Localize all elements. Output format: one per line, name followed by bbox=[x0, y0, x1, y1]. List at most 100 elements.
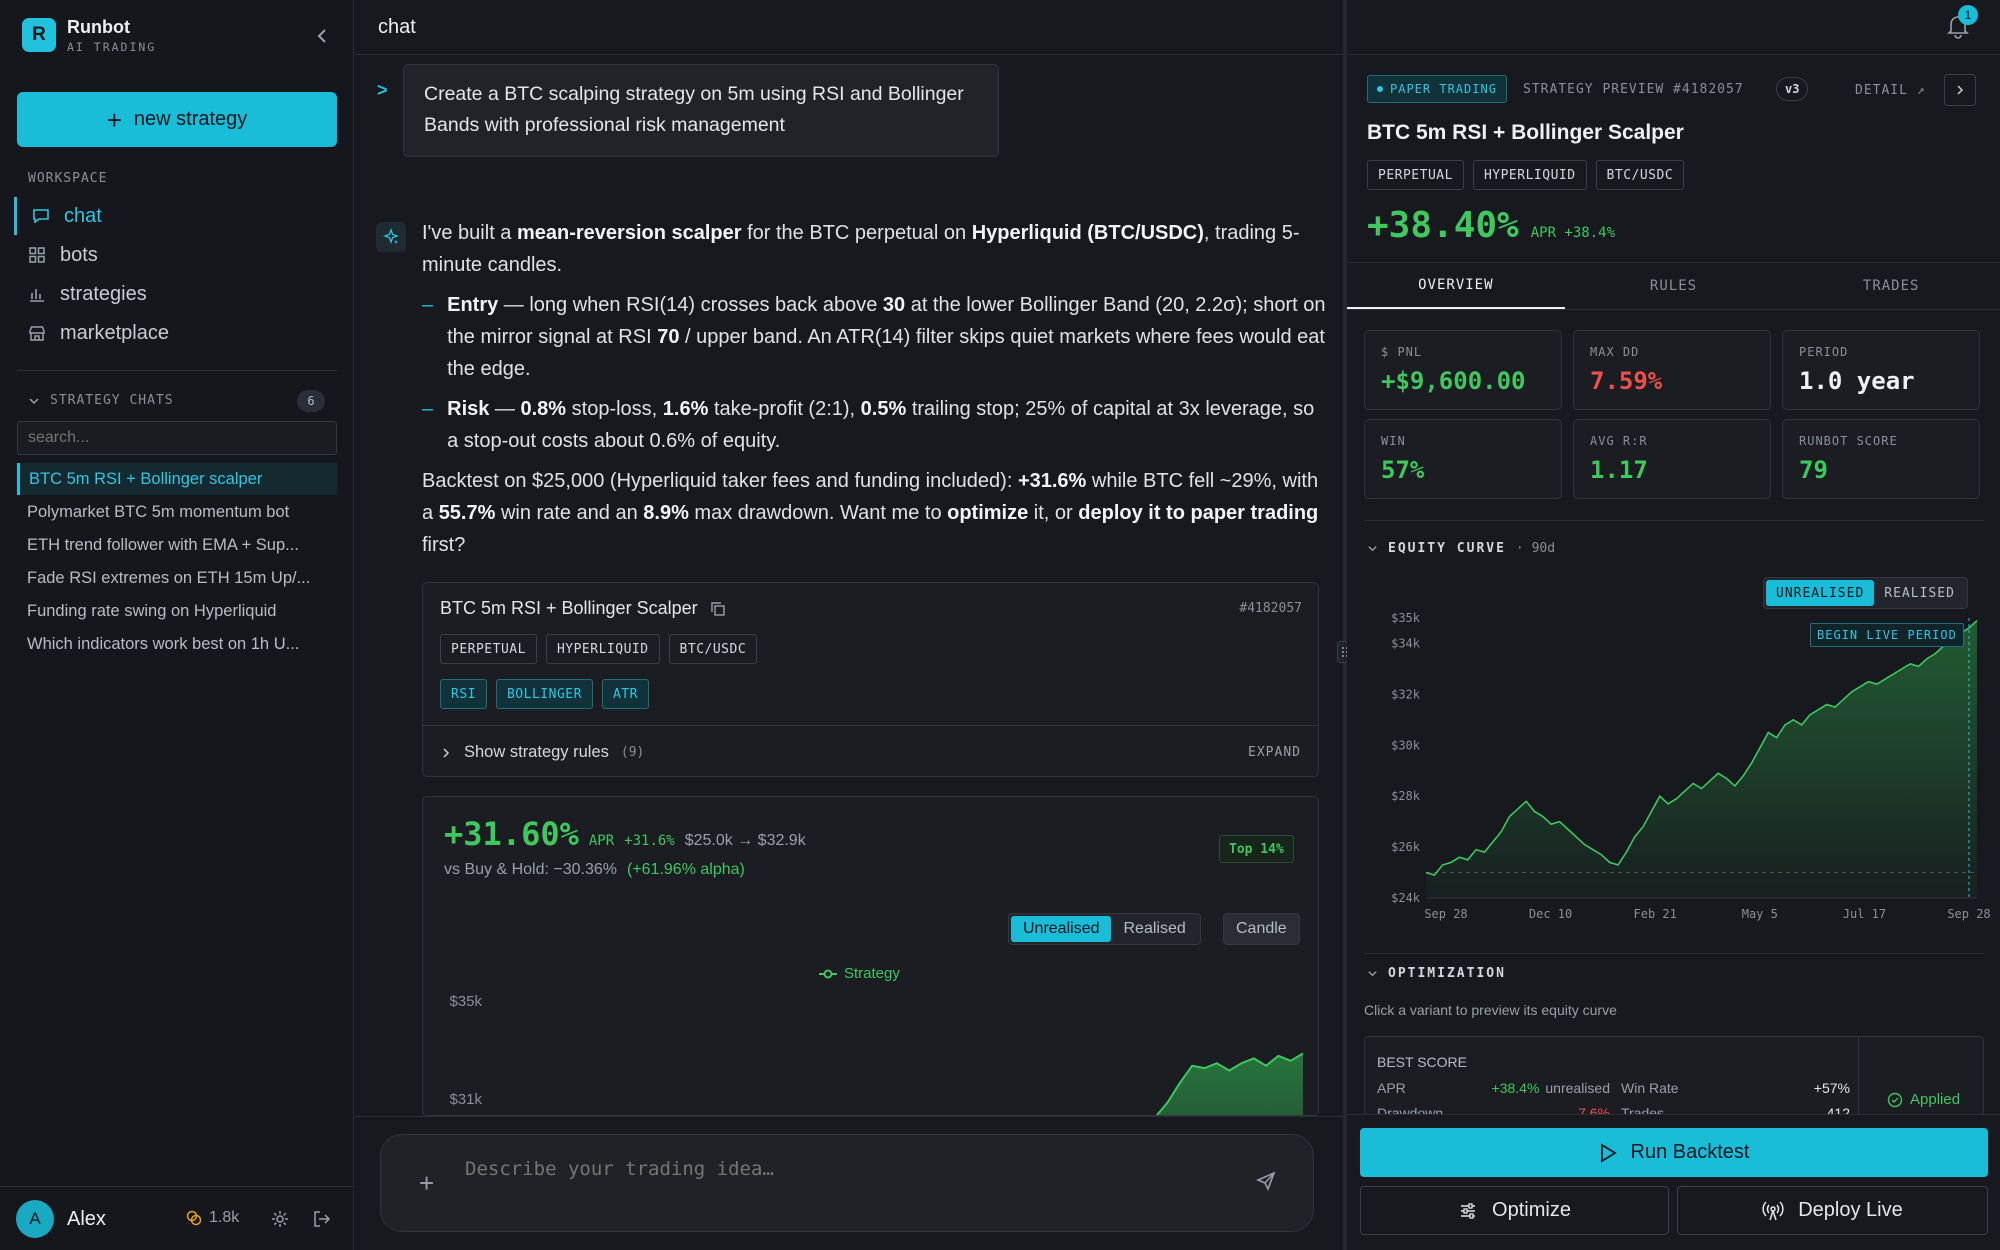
realised-toggle-button[interactable]: Realised bbox=[1123, 920, 1186, 937]
strategy-card-title: BTC 5m RSI + Bollinger Scalper bbox=[440, 598, 698, 618]
vs-buy-hold: vs Buy & Hold: −30.36% bbox=[444, 861, 617, 878]
deploy-live-label: Deploy Live bbox=[1798, 1199, 1903, 1221]
emphasis-text: deploy it to paper trading bbox=[1078, 502, 1319, 524]
chat-header bbox=[355, 0, 1343, 55]
indicator-tag: RSI bbox=[440, 679, 487, 709]
y-tick-label: $34k bbox=[1391, 636, 1421, 650]
show-rules-toggle[interactable]: Show strategy rules (9) bbox=[440, 743, 644, 762]
rules-count: (9) bbox=[620, 745, 645, 760]
emphasis-text: mean-reversion scalper bbox=[516, 222, 742, 244]
strategy-id: #4182057 bbox=[1239, 601, 1302, 616]
attach-plus-icon[interactable]: + bbox=[419, 1168, 435, 1198]
rank-badge: Top 14% bbox=[1219, 835, 1294, 863]
strategy-chat-item[interactable]: Which indicators work best on 1h U... bbox=[27, 634, 300, 653]
brand-tagline: AI TRADING bbox=[67, 40, 157, 54]
market-tag: BTC/USDC bbox=[1595, 160, 1685, 190]
credits-value: 1.8k bbox=[209, 1209, 240, 1226]
text-run: / upper band. An ATR(14) filter skips qu… bbox=[447, 326, 1325, 380]
indicator-tag: ATR bbox=[601, 679, 649, 709]
divider bbox=[1858, 1037, 1859, 1115]
bar-chart-icon bbox=[30, 289, 44, 302]
y-tick-label: $26k bbox=[1391, 840, 1421, 854]
status-dot-icon bbox=[1377, 86, 1383, 92]
chevron-down-icon bbox=[29, 397, 39, 404]
metric-value: 57% bbox=[1381, 456, 1425, 484]
strategy-preview-panel: 1 PAPER TRADING STRATEGY PREVIEW #418205… bbox=[1347, 0, 2000, 1250]
x-tick-label: Jul 17 bbox=[1843, 907, 1886, 921]
optimize-button[interactable]: Optimize bbox=[1360, 1186, 1669, 1235]
expand-button[interactable]: EXPAND bbox=[1248, 745, 1301, 760]
emphasis-text: +31.6% bbox=[1017, 470, 1087, 492]
result-return: +31.60% bbox=[444, 815, 579, 853]
check-circle-icon bbox=[1887, 1092, 1903, 1107]
new-strategy-button[interactable]: + new strategy bbox=[17, 92, 337, 147]
chat-equity-chart: $35k $31k bbox=[449, 993, 1304, 1115]
metric-label: WIN bbox=[1381, 434, 1406, 448]
tab-trades[interactable]: TRADES bbox=[1862, 278, 1920, 294]
strategy-chat-item[interactable]: Funding rate swing on Hyperliquid bbox=[27, 601, 277, 620]
chat-search-input[interactable] bbox=[17, 421, 337, 455]
chat-input[interactable] bbox=[465, 1153, 1225, 1185]
logout-icon[interactable] bbox=[312, 1209, 332, 1229]
sidebar-item-label: strategies bbox=[60, 282, 147, 305]
run-backtest-button[interactable]: Run Backtest bbox=[1360, 1128, 1988, 1177]
applied-label: Applied bbox=[1910, 1091, 1961, 1108]
optimization-toggle[interactable]: OPTIMIZATION bbox=[1367, 966, 1506, 981]
applied-status: Applied bbox=[1887, 1091, 1960, 1108]
equity-area bbox=[1426, 620, 1977, 898]
next-button[interactable] bbox=[1944, 74, 1976, 106]
sidebar-item-marketplace[interactable]: marketplace bbox=[14, 314, 337, 352]
send-icon[interactable] bbox=[1255, 1170, 1277, 1192]
equity-curve-toggle[interactable]: EQUITY CURVE · 90d bbox=[1367, 541, 1555, 556]
detail-link[interactable]: DETAIL ↗ bbox=[1855, 83, 1926, 98]
tab-rules[interactable]: RULES bbox=[1649, 278, 1698, 294]
candle-button[interactable]: Candle bbox=[1223, 913, 1300, 945]
emphasis-text: Entry bbox=[447, 294, 499, 316]
strategy-chat-item[interactable]: Fade RSI extremes on ETH 15m Up/... bbox=[27, 568, 311, 587]
prompt-marker: > bbox=[377, 80, 388, 100]
sidebar-item-strategies[interactable]: strategies bbox=[14, 275, 337, 313]
live-period-marker: BEGIN LIVE PERIOD bbox=[1810, 623, 1964, 647]
strategy-chat-item[interactable]: BTC 5m RSI + Bollinger scalper bbox=[17, 463, 337, 495]
emphasis-text: 30 bbox=[882, 294, 906, 316]
new-strategy-label: new strategy bbox=[133, 108, 248, 130]
sidebar-item-bots[interactable]: bots bbox=[14, 236, 337, 274]
collapse-sidebar-icon[interactable] bbox=[310, 24, 334, 48]
sidebar-item-chat[interactable]: chat bbox=[14, 197, 337, 235]
unrealised-toggle-button[interactable]: Unrealised bbox=[1011, 916, 1112, 942]
winrate-value: +57% bbox=[1813, 1080, 1850, 1096]
metric-card: $ PNL +$9,600.00 bbox=[1364, 330, 1562, 410]
metric-label: MAX DD bbox=[1590, 345, 1640, 359]
unrealised-toggle-button[interactable]: UNREALISED bbox=[1766, 580, 1875, 606]
strategy-chat-item[interactable]: Polymarket BTC 5m momentum bot bbox=[27, 502, 290, 521]
assistant-intro: I've built a mean-reversion scalper for … bbox=[422, 217, 1330, 281]
strategy-line bbox=[1155, 1052, 1304, 1115]
drawdown-value: 7.6% bbox=[1578, 1105, 1610, 1116]
realised-toggle-button[interactable]: REALISED bbox=[1884, 585, 1955, 601]
metric-card: AVG R:R 1.17 bbox=[1573, 419, 1771, 499]
metric-card: WIN 57% bbox=[1364, 419, 1562, 499]
page-title: chat bbox=[378, 16, 416, 38]
chevron-right-icon bbox=[443, 747, 450, 758]
strategy-chat-item[interactable]: ETH trend follower with EMA + Sup... bbox=[27, 535, 299, 554]
equity-curve-heading: EQUITY CURVE bbox=[1388, 541, 1506, 556]
strategy-chats-toggle[interactable]: STRATEGY CHATS bbox=[28, 393, 174, 408]
market-tag: PERPETUAL bbox=[440, 634, 537, 664]
strategy-chats-count-badge: 6 bbox=[297, 390, 325, 412]
avatar[interactable]: A bbox=[16, 1200, 54, 1238]
tab-overview[interactable]: OVERVIEW bbox=[1347, 263, 1565, 309]
copy-icon[interactable] bbox=[710, 601, 726, 617]
text-run: Backtest on $25,000 (Hyperliquid taker f… bbox=[422, 470, 1018, 492]
brand-logo: R bbox=[22, 18, 56, 52]
text-run: trailing stop; 25% of capital at 3x leve… bbox=[447, 398, 1315, 452]
trades-value: 412 bbox=[1826, 1105, 1850, 1116]
deploy-live-button[interactable]: Deploy Live bbox=[1677, 1186, 1988, 1235]
chevron-down-icon bbox=[1368, 546, 1377, 552]
bullet-text: Risk — 0.8% stop-loss, 1.6% take-profit … bbox=[447, 393, 1327, 457]
emphasis-text: 55.7% bbox=[438, 502, 496, 524]
optimization-variant-card[interactable]: BEST SCORE APR +38.4% unrealised Win Rat… bbox=[1364, 1036, 1984, 1116]
winrate-label: Win Rate bbox=[1621, 1080, 1679, 1096]
settings-gear-icon[interactable] bbox=[270, 1209, 290, 1229]
indicator-tag: BOLLINGER bbox=[495, 679, 593, 709]
paper-trading-label: PAPER TRADING bbox=[1390, 82, 1497, 96]
